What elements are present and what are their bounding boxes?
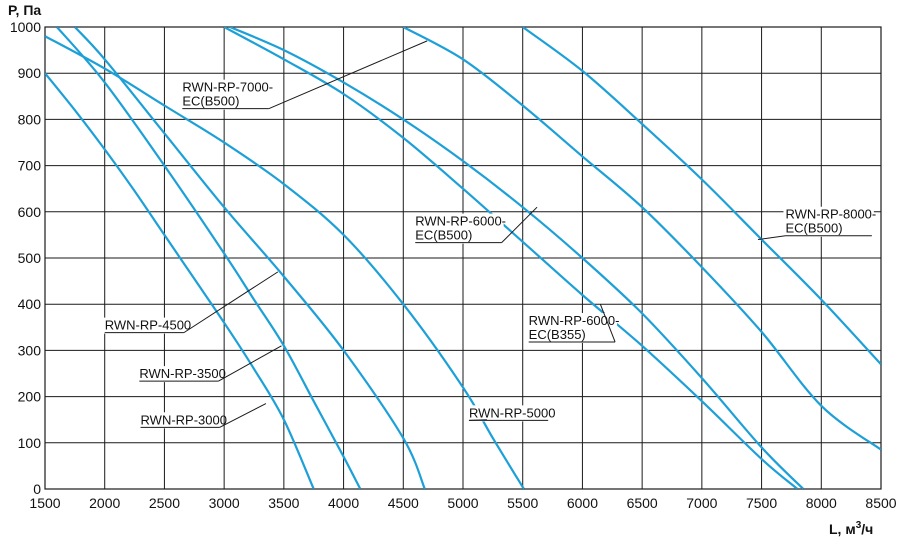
curve-label-bg <box>138 412 222 429</box>
curve-label-text: EC(B500) <box>415 228 472 243</box>
curve-label-text: RWN-RP-3500 <box>139 366 225 381</box>
curve-label-text: EC(B355) <box>529 327 586 342</box>
curve-label-bg <box>413 213 504 244</box>
curve-label-4: RWN-RP-6000-EC(B355) <box>526 304 620 343</box>
curve-label-text: EC(B500) <box>182 94 239 109</box>
plot-border <box>44 26 882 490</box>
curve-rwn-rp-6000-ec-b500- <box>229 27 805 489</box>
y-tick-label-6: 600 <box>18 204 42 220</box>
x-tick-label-11: 7000 <box>686 495 717 511</box>
grid <box>44 26 882 490</box>
plot-frame <box>44 26 882 490</box>
curve-label-text: RWN-RP-3000 <box>141 412 227 427</box>
curve-label-3: RWN-RP-5000 <box>466 405 555 422</box>
curve-label-7: RWN-RP-8000-EC(B500) <box>757 206 876 241</box>
x-axis-title: L, м3/ч <box>829 520 873 537</box>
label-leader-line <box>268 40 428 110</box>
x-tick-label-12: 7500 <box>746 495 777 511</box>
label-leader-line <box>468 419 487 421</box>
curve-label-text: EC(B500) <box>785 221 842 236</box>
y-tick-label-0: 0 <box>33 481 41 497</box>
y-tick-label-4: 400 <box>18 296 42 312</box>
curve-label-1: RWN-RP-3500 <box>137 345 282 383</box>
curve-rwn-rp-3500 <box>56 27 362 489</box>
y-tick-label-2: 200 <box>18 389 42 405</box>
label-leader-line <box>219 403 267 428</box>
curve-label-6: RWN-RP-7000-EC(B500) <box>180 40 428 110</box>
curve-label-text: RWN-RP-7000- <box>182 80 273 95</box>
x-tick-label-2: 2500 <box>149 495 180 511</box>
curve-label-bg <box>137 366 221 383</box>
x-tick-label-0: 1500 <box>29 495 60 511</box>
x-tick-label-13: 8000 <box>806 495 837 511</box>
curve-label-bg <box>102 317 186 334</box>
x-tick-label-4: 3500 <box>268 495 299 511</box>
curve-label-2: RWN-RP-4500 <box>102 271 279 334</box>
tick-labels: 1500 2000 2500 3000 3500 4000 4500 5000 5500 6000… <box>10 19 897 511</box>
x-axis-title-suffix: /ч <box>861 521 873 537</box>
label-leader-line <box>218 345 282 382</box>
curve-label-text: RWN-RP-6000- <box>529 313 620 328</box>
curve-label-text: RWN-RP-8000- <box>785 207 876 222</box>
y-tick-label-7: 700 <box>18 158 42 174</box>
y-tick-label-1: 100 <box>18 435 42 451</box>
label-leader-line <box>183 271 279 334</box>
label-leader-line <box>501 206 538 244</box>
curve-rwn-rp-7000-ec-b500- <box>402 27 881 451</box>
x-tick-label-6: 4500 <box>388 495 419 511</box>
x-tick-label-8: 5500 <box>507 495 538 511</box>
curve-label-bg <box>180 79 271 110</box>
x-axis-title-main: L, м <box>829 521 856 537</box>
y-axis-title: P, Па <box>8 2 41 18</box>
curve-label-5: RWN-RP-6000-EC(B500) <box>413 206 538 244</box>
curve-rwn-rp-5000 <box>45 35 525 489</box>
y-tick-label-5: 500 <box>18 250 42 266</box>
curve-rwn-rp-8000-ec-b500- <box>522 27 881 366</box>
y-tick-label-8: 800 <box>18 111 42 127</box>
curve-label-bg <box>466 405 551 422</box>
x-tick-label-1: 2000 <box>89 495 120 511</box>
curve-label-text: RWN-RP-4500 <box>105 318 191 333</box>
x-axis-title-sup: 3 <box>856 520 862 531</box>
curve-label-0: RWN-RP-3000 <box>138 403 267 429</box>
x-tick-label-10: 6500 <box>627 495 658 511</box>
curves <box>45 27 881 489</box>
curve-label-text: RWN-RP-5000 <box>469 405 555 420</box>
curve-label-bg <box>526 312 618 343</box>
curve-label-bg <box>783 206 874 237</box>
label-leader-line <box>599 304 616 343</box>
curve-rwn-rp-3000 <box>45 72 315 489</box>
curve-rwn-rp-4500 <box>74 27 426 489</box>
y-tick-label-3: 300 <box>18 342 42 358</box>
x-tick-label-9: 6000 <box>567 495 598 511</box>
y-tick-label-9: 900 <box>18 65 42 81</box>
curve-label-text: RWN-RP-6000- <box>415 214 506 229</box>
curve-labels: RWN-RP-3000 RWN-RP-3500 RWN-RP-4500 RWN-RP-… <box>102 40 876 429</box>
x-tick-label-5: 4000 <box>328 495 359 511</box>
x-tick-label-7: 5000 <box>447 495 478 511</box>
label-leader-line <box>757 235 786 241</box>
x-tick-label-14: 8500 <box>865 495 896 511</box>
x-tick-label-3: 3000 <box>209 495 240 511</box>
y-tick-label-10: 1000 <box>10 19 41 35</box>
